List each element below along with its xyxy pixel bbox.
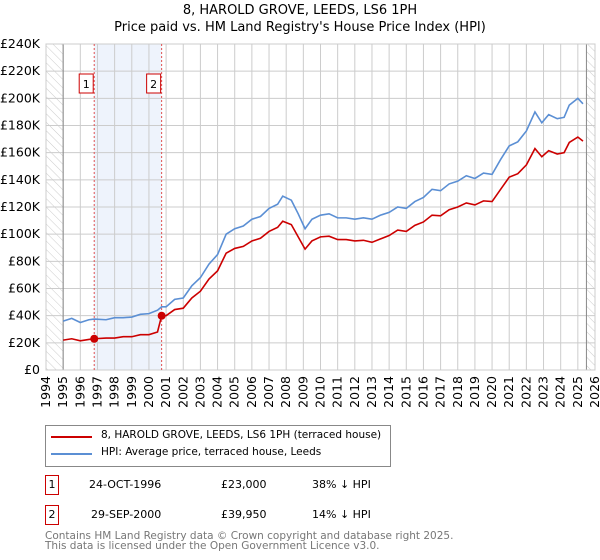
footer-line: This data is licensed under the Open Gov…: [45, 540, 380, 552]
legend-red-line: [51, 436, 92, 438]
x-tick-label: 2020: [484, 376, 499, 408]
x-tick-label: 1999: [124, 376, 139, 408]
footer-line: Contains HM Land Registry data © Crown c…: [45, 530, 454, 542]
footer: Contains HM Land Registry data © Crown c…: [45, 530, 454, 552]
y-tick-label: £100K: [0, 226, 41, 241]
legend-hpi: HPI: Average price, terraced house, Leed…: [101, 446, 322, 458]
sale-point: [157, 311, 166, 320]
hpi-line: [62, 97, 584, 324]
hpi-delta: 38% ↓ HPI: [312, 478, 371, 491]
sale-marker-number: 2: [150, 78, 157, 91]
y-tick-label: £160K: [0, 145, 41, 160]
sale-point: [90, 334, 99, 343]
x-tick-label: 2001: [158, 376, 173, 408]
x-tick-label: 2008: [278, 376, 293, 408]
x-tick-label: 2004: [210, 376, 225, 408]
y-tick-label: £200K: [0, 90, 41, 105]
plot-border: [45, 43, 596, 371]
x-tick-label: 1997: [89, 376, 104, 408]
sale-marker-box: [78, 73, 94, 94]
x-tick-label: 1994: [38, 376, 53, 408]
x-tick-label: 2019: [467, 376, 482, 408]
y-tick-label: £180K: [0, 118, 41, 133]
legend: 8, HAROLD GROVE, LEEDS, LS6 1PH (terrace…: [45, 425, 391, 467]
subtitle: Price paid vs. HM Land Registry's House …: [114, 20, 486, 35]
x-tick-label: 2018: [450, 376, 465, 408]
y-tick-label: £120K: [0, 199, 41, 214]
x-tick-label: 2005: [227, 376, 242, 408]
x-tick-label: 2022: [518, 376, 533, 408]
chart-title: 8, HAROLD GROVE, LEEDS, LS6 1PH Price pai…: [0, 2, 600, 36]
price-chart: £0 £20K £40K £60K £80K £100K £120K £140K £160K £1…: [0, 36, 600, 408]
y-tick-label: £220K: [0, 63, 41, 78]
sale-date: 24-OCT-1996: [89, 478, 162, 491]
sale-date: 29-SEP-2000: [91, 508, 162, 521]
marker-label: 1: [45, 475, 59, 495]
y-tick-label: £240K: [0, 36, 41, 51]
x-tick-label: 2015: [398, 376, 413, 408]
y-tick-label: £20K: [8, 335, 41, 350]
x-tick-label: 2010: [313, 376, 328, 408]
y-tick-label: £140K: [0, 172, 41, 187]
legend-blue-line: [51, 453, 92, 455]
price-line: [63, 136, 584, 342]
x-tick-label: 2025: [570, 376, 585, 408]
x-tick-label: 2021: [501, 376, 516, 408]
sale-price: £23,000: [221, 478, 267, 491]
y-tick-label: £60K: [8, 281, 41, 296]
x-tick-label: 2011: [330, 376, 345, 408]
legend-property: 8, HAROLD GROVE, LEEDS, LS6 1PH (terrace…: [101, 429, 382, 441]
sale-marker-box: [146, 73, 162, 94]
y-tick-label: £0: [24, 362, 40, 377]
x-tick-label: 2012: [347, 376, 362, 408]
x-tick-label: 2003: [192, 376, 207, 408]
x-tick-label: 2006: [244, 376, 259, 408]
x-tick-label: 2024: [553, 376, 568, 408]
y-tick-label: £40K: [8, 308, 41, 323]
x-tick-label: 2014: [381, 376, 396, 408]
x-tick-label: 2026: [587, 376, 600, 408]
x-tick-label: 1995: [55, 376, 70, 408]
sale-marker-number: 1: [83, 78, 90, 91]
x-tick-label: 2009: [295, 376, 310, 408]
x-tick-label: 2017: [433, 376, 448, 408]
x-tick-label: 1998: [107, 376, 122, 408]
x-tick-label: 2016: [415, 376, 430, 408]
x-tick-label: 2013: [364, 376, 379, 408]
x-tick-label: 2002: [175, 376, 190, 408]
y-tick-label: £80K: [8, 253, 41, 268]
x-tick-label: 1996: [72, 376, 87, 408]
hpi-delta: 14% ↓ HPI: [312, 508, 371, 521]
x-tick-label: 2007: [261, 376, 276, 408]
marker-label: 2: [45, 505, 59, 525]
title: 8, HAROLD GROVE, LEEDS, LS6 1PH: [182, 3, 418, 18]
x-tick-label: 2000: [141, 376, 156, 408]
x-tick-label: 2023: [536, 376, 551, 408]
sale-price: £39,950: [221, 508, 267, 521]
